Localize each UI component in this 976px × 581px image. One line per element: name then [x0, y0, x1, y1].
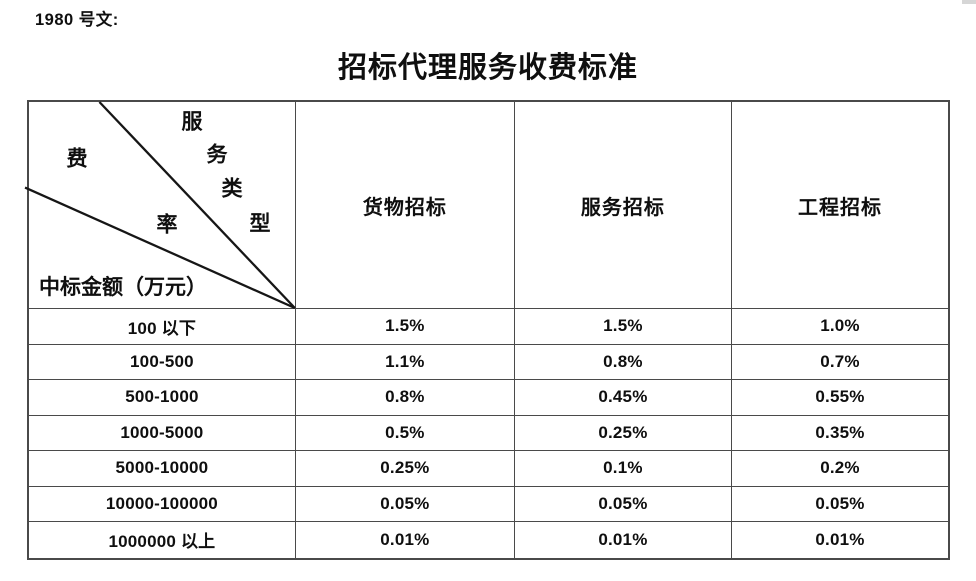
- rate-cell: 1.5%: [296, 309, 515, 344]
- amount-range-cell: 5000-10000: [29, 451, 296, 486]
- rate-cell: 0.55%: [815, 387, 865, 407]
- table-row: 10000-100000 0.05% 0.05% 0.05%: [29, 486, 948, 522]
- table-header-row: 服 务 类 型 费 率 中标金额（万元） 货物招标 服务招标 工程招标: [24, 101, 948, 310]
- amount-range-cell: 10000-100000: [29, 486, 296, 521]
- rate-cell: 0.05%: [815, 493, 865, 513]
- table-row: 5000-10000 0.25% 0.1% 0.2%: [29, 451, 948, 487]
- rate-cell: 0.2%: [820, 458, 860, 478]
- rate-cell: 1.0%: [820, 316, 860, 336]
- rate-cell: 0.8%: [296, 380, 515, 415]
- rate-cell: 0.01%: [815, 529, 865, 549]
- corner-fee-rate-char: 率: [156, 212, 178, 237]
- rate-cell: 0.45%: [515, 380, 732, 415]
- doc-title: 招标代理服务收费标准: [337, 52, 638, 84]
- rate-cell: 0.05%: [515, 486, 732, 521]
- rate-cell: 0.25%: [296, 451, 515, 486]
- corner-service-type-char: 服: [181, 109, 203, 134]
- rate-cell: 0.1%: [515, 451, 732, 486]
- rate-cell: 0.7%: [820, 351, 860, 371]
- table-row: 100-500 1.1% 0.8% 0.7%: [29, 344, 948, 380]
- table-corner-cell: 服 务 类 型 费 率 中标金额（万元）: [24, 101, 296, 310]
- corner-service-type-char: 型: [249, 211, 271, 236]
- rate-cell: 0.5%: [296, 415, 515, 450]
- rate-cell: 0.01%: [515, 522, 732, 558]
- table-row: 1000-5000 0.5% 0.25% 0.35%: [29, 415, 948, 451]
- table-row: 1000000 以上 0.01% 0.01% 0.01%: [29, 522, 948, 558]
- corner-amount-axis-label: 中标金额（万元）: [39, 275, 207, 299]
- amount-range-cell: 100-500: [29, 344, 296, 379]
- diagonal-divider-lines: [24, 101, 296, 310]
- amount-range-cell: 500-1000: [29, 380, 296, 415]
- corner-service-type-char: 务: [206, 142, 228, 167]
- table-row: 100 以下 1.5% 1.5% 1.0%: [29, 309, 948, 345]
- rate-cell: 1.5%: [515, 309, 732, 344]
- rate-cell: 1.1%: [296, 344, 515, 379]
- amount-range-cell: 1000000 以上: [29, 522, 296, 558]
- table-row: 500-1000 0.8% 0.45% 0.55%: [29, 380, 948, 416]
- column-header-service-bidding: 服务招标: [515, 102, 732, 308]
- fee-table: 服 务 类 型 费 率 中标金额（万元） 货物招标 服务招标 工程招标 100 …: [24, 100, 950, 560]
- amount-range-cell: 1000-5000: [29, 415, 296, 450]
- rate-cell: 0.35%: [815, 422, 865, 442]
- rate-cell: 0.01%: [296, 522, 515, 558]
- column-header-goods-bidding: 货物招标: [296, 102, 515, 308]
- rate-cell: 0.8%: [515, 344, 732, 379]
- screen-edge-artifact: [962, 0, 976, 4]
- corner-service-type-char: 类: [221, 176, 243, 201]
- amount-range-cell: 100 以下: [29, 309, 296, 344]
- corner-fee-rate-char: 费: [66, 146, 88, 171]
- doc-ref-label: 1980 号文:: [35, 11, 119, 29]
- column-header-works-bidding: 工程招标: [797, 196, 882, 219]
- rate-cell: 0.05%: [296, 486, 515, 521]
- rate-cell: 0.25%: [515, 415, 732, 450]
